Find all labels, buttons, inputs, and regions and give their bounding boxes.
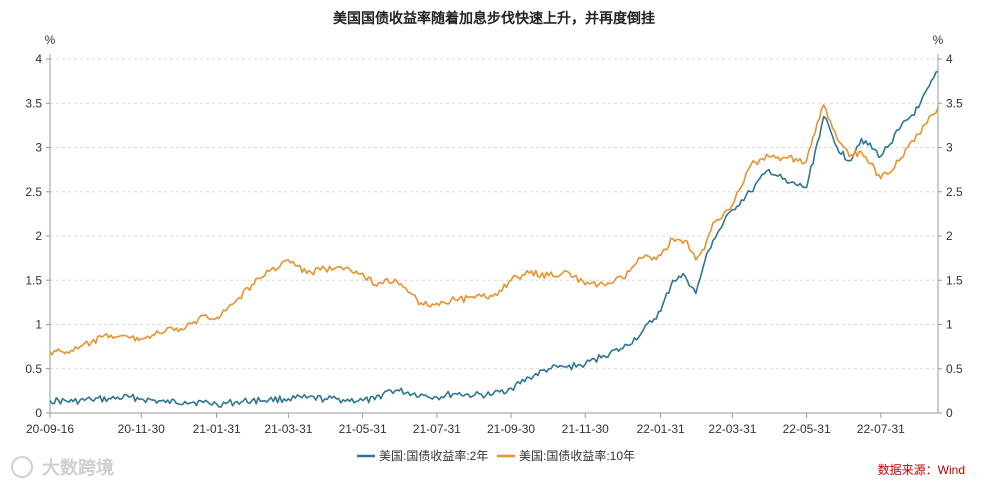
x-tick-label: 21-01-31 (193, 422, 241, 436)
y-tick-label-right: 2.5 (946, 185, 963, 199)
x-tick-label: 21-03-31 (264, 422, 312, 436)
x-tick-label: 21-05-31 (339, 422, 387, 436)
legend-label: 美国:国债收益率:10年 (519, 448, 635, 463)
x-tick-label: 20-11-30 (118, 422, 165, 436)
x-tick-label: 21-09-30 (487, 422, 535, 436)
x-tick-label: 21-11-30 (562, 422, 609, 436)
x-tick-label: 22-01-31 (637, 422, 685, 436)
y-tick-label-left: 0.5 (25, 362, 42, 376)
y-axis-right-unit: % (933, 33, 944, 47)
y-tick-label-right: 0 (946, 406, 953, 420)
y-tick-label-right: 1.5 (946, 273, 963, 287)
y-tick-label-right: 0.5 (946, 362, 963, 376)
y-tick-label-left: 1.5 (25, 273, 42, 287)
series-line-2y (49, 70, 939, 408)
y-tick-label-left: 3 (35, 141, 42, 155)
legend: 美国:国债收益率:2年 美国:国债收益率:10年 (357, 448, 635, 463)
series-line-10y (49, 104, 939, 356)
y-tick-label-left: 3.5 (25, 96, 42, 110)
x-tick-label: 22-03-31 (708, 422, 756, 436)
chart-title: 美国国债收益率随着加息步伐快速上升，并再度倒挂 (333, 10, 655, 26)
x-tick-label: 22-05-31 (783, 422, 831, 436)
y-tick-label-right: 3 (946, 141, 953, 155)
y-tick-label-right: 2 (946, 229, 953, 243)
grid (50, 58, 938, 370)
x-tick-label: 22-07-31 (857, 422, 905, 436)
y-tick-label-left: 1 (35, 318, 42, 332)
y-tick-label-right: 1 (946, 318, 953, 332)
y-tick-label-right: 4 (946, 52, 953, 66)
y-tick-label-right: 3.5 (946, 96, 963, 110)
x-tick-label: 20-09-16 (26, 422, 74, 436)
y-tick-label-left: 4 (35, 52, 42, 66)
watermark-logo-icon (11, 456, 33, 478)
series-lines (49, 70, 939, 408)
y-tick-label-left: 0 (35, 406, 42, 420)
x-tick-label: 21-07-31 (413, 422, 461, 436)
y-axis-left-unit: % (45, 33, 56, 47)
y-tick-label-left: 2.5 (25, 185, 42, 199)
data-source: 数据来源：Wind (878, 462, 965, 477)
watermark: 大数跨境 (11, 456, 114, 478)
watermark-text: 大数跨境 (42, 457, 114, 478)
tick-labels: 0 0 0.5 0.5 1 1 1.5 1.5 2 2 2.5 2.5 3 3 3.5 3.5 4 4 20-09-… (25, 52, 963, 436)
legend-label: 美国:国债收益率:2年 (379, 448, 488, 463)
y-tick-label-left: 2 (35, 229, 42, 243)
